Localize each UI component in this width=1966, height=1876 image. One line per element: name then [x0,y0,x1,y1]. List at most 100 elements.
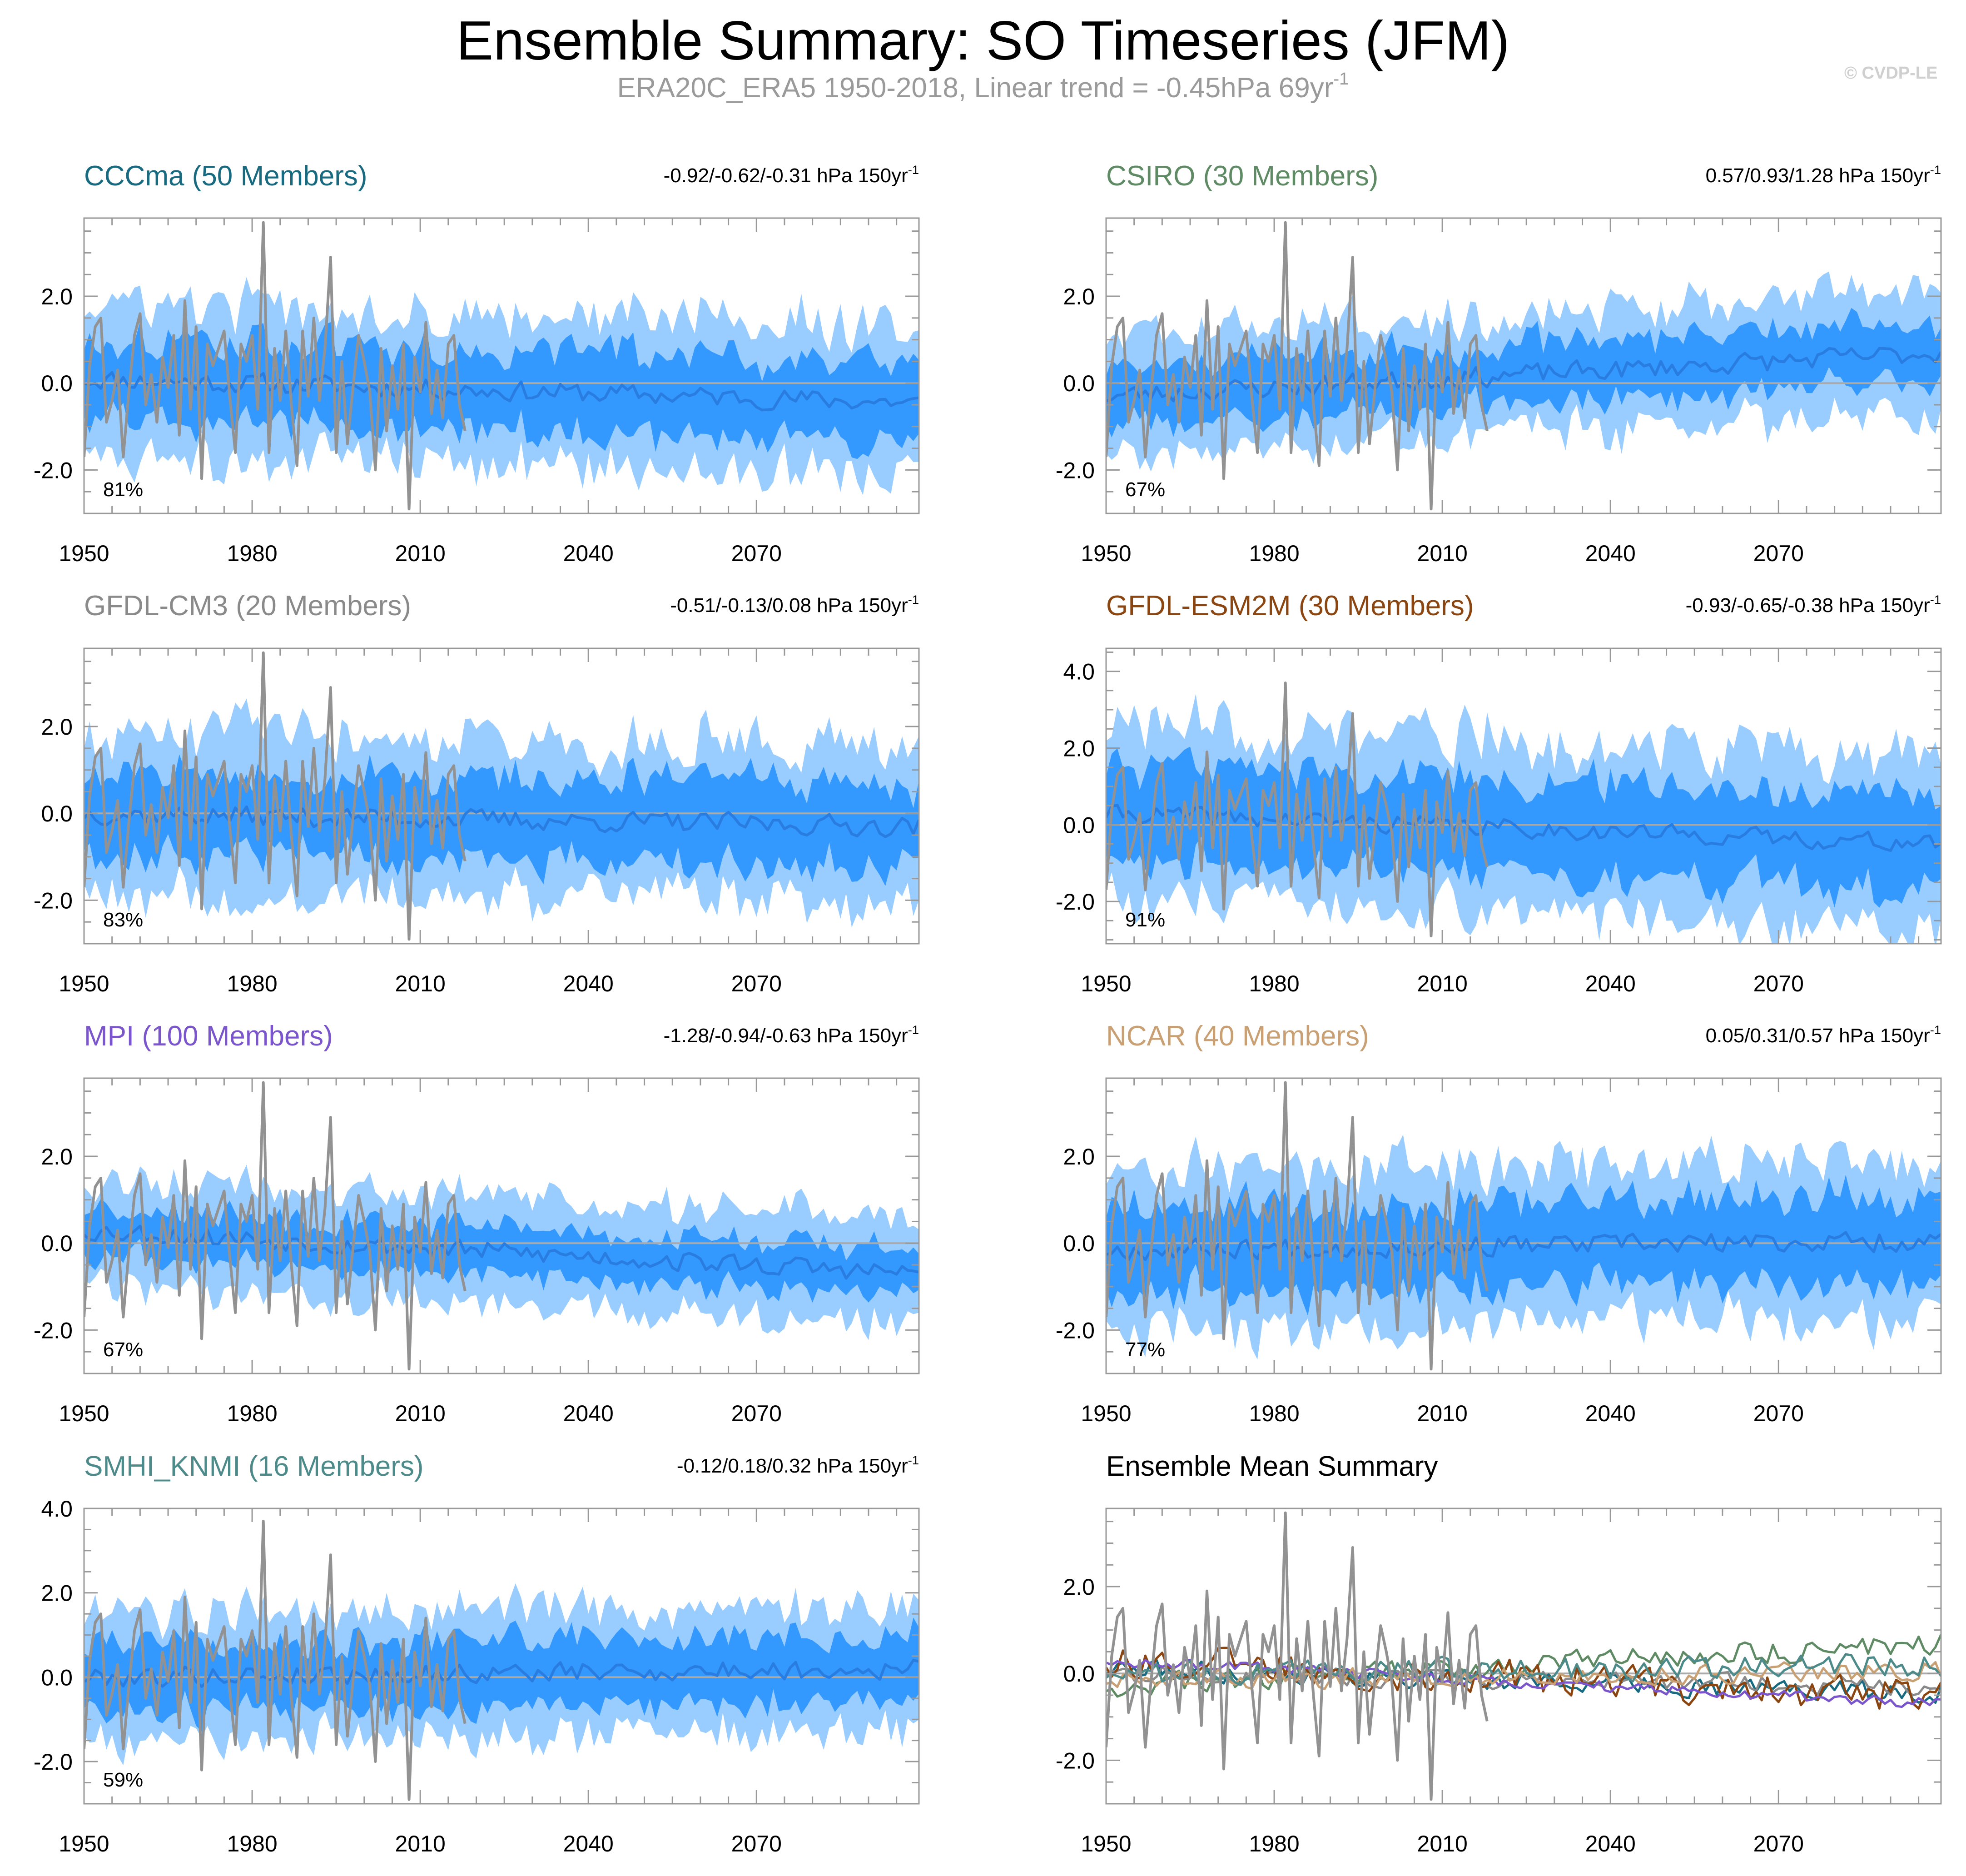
panel-trend-cccma: -0.92/-0.62/-0.31 hPa 150yr-1 [663,162,919,187]
x-tick-label: 1950 [59,971,109,996]
panel-trend-smhi-knmi: -0.12/0.18/0.32 hPa 150yr-1 [676,1453,919,1478]
trend-sup: -1 [908,1022,919,1037]
plot-area [1106,682,1941,944]
x-tick-label: 2040 [563,1831,614,1856]
y-tick-label: 0.0 [1063,812,1095,838]
x-tick-label: 2040 [1585,1401,1636,1426]
y-tick-label: -2.0 [1056,1318,1095,1343]
panel-title-cccma: CCCma (50 Members) [84,160,367,192]
x-tick-label: 1980 [227,541,277,566]
percent-annotation: 83% [103,909,143,931]
trend-text: -1.28/-0.94/-0.63 hPa 150yr [663,1025,908,1047]
x-tick-label: 1980 [1249,1401,1299,1426]
percent-annotation: 81% [103,478,143,501]
y-tick-label: 0.0 [1063,1231,1095,1256]
plot-area [84,1519,919,1801]
trend-text: -0.12/0.18/0.32 hPa 150yr [676,1455,908,1477]
panel-title-ncar: NCAR (40 Members) [1106,1020,1369,1052]
x-tick-label: 2070 [731,971,782,996]
y-tick-label: 2.0 [1063,284,1095,309]
observations-line [1106,1511,1489,1801]
y-tick-label: 4.0 [41,1496,73,1522]
ensemble-mean-series-smhi-knmi [1106,1653,1941,1686]
ensemble-mean-series-ncar [1106,1661,1941,1690]
y-tick-label: 2.0 [41,1144,73,1169]
chart-panel-2: 2.0 0.0 -2.0 1950 1980 2010 2040 2070 83% [34,647,920,996]
y-tick-label: 4.0 [1063,659,1095,685]
x-tick-label: 2040 [563,971,614,996]
x-tick-label: 2070 [731,1831,782,1856]
observations-line [84,221,467,511]
chart-panel-7: 2.0 0.0 -2.0 1950 1980 2010 2040 2070 [1056,1508,1942,1856]
x-tick-label: 2040 [1585,971,1636,996]
panel-title-mpi: MPI (100 Members) [84,1020,333,1052]
plot-area [1106,1511,1941,1801]
x-tick-label: 1980 [1249,541,1299,566]
plot-area [84,1081,919,1371]
percent-annotation: 67% [103,1339,143,1361]
trend-sup: -1 [908,162,919,177]
x-tick-label: 1950 [1081,971,1131,996]
observations-line [84,1519,467,1801]
chart-panel-1: 2.0 0.0 -2.0 1950 1980 2010 2040 2070 67% [1056,217,1942,566]
y-tick-label: 2.0 [41,1581,73,1606]
plot-frame [1105,217,1942,514]
x-tick-label: 1980 [227,1831,277,1856]
y-tick-label: -2.0 [34,1749,73,1775]
chart-panel-5: 2.0 0.0 -2.0 1950 1980 2010 2040 2070 77% [1056,1077,1942,1426]
plot-frame [83,217,920,514]
observations-line [84,1081,467,1371]
credit-watermark: © CVDP-LE [1844,64,1938,83]
trend-sup: -1 [908,1453,919,1467]
x-tick-label: 2070 [731,541,782,566]
ensemble-mean-line [1106,1231,1941,1261]
trend-sup: -1 [1930,1022,1941,1037]
x-tick-label: 2010 [395,971,446,996]
chart-panel-3: 4.0 2.0 0.0 -2.0 1950 1980 2010 2040 2070 91% [1056,647,1942,996]
x-tick-label: 2070 [731,1401,782,1426]
panel-trend-gfdl-esm2m: -0.93/-0.65/-0.38 hPa 150yr-1 [1685,592,1941,617]
panel-title-smhi-knmi: SMHI_KNMI (16 Members) [84,1451,424,1482]
observations-line [1106,682,1489,938]
ensemble-interquartile-band [1106,308,1941,438]
y-tick-label: 0.0 [41,801,73,826]
ensemble-mean-line [84,1224,919,1280]
plot-frame [83,1077,920,1374]
x-tick-label: 2010 [395,1831,446,1856]
y-tick-label: 0.0 [1063,371,1095,396]
y-tick-label: -2.0 [34,1318,73,1343]
ensemble-mean-series-gfdl-cm3 [1106,1666,1941,1697]
y-tick-label: 2.0 [41,284,73,309]
y-tick-label: 2.0 [1063,736,1095,761]
trend-text: -0.93/-0.65/-0.38 hPa 150yr [1685,594,1930,617]
chart-panel-4: 2.0 0.0 -2.0 1950 1980 2010 2040 2070 67% [34,1077,920,1426]
trend-text: 0.57/0.93/1.28 hPa 150yr [1705,164,1930,187]
x-tick-label: 2040 [563,1401,614,1426]
plot-area [1106,221,1941,511]
observations-line [1106,1081,1489,1371]
ensemble-mean-line [84,371,919,412]
trend-sup: -1 [908,592,919,607]
y-tick-label: 0.0 [1063,1661,1095,1687]
plot-frame [1105,647,1942,945]
x-tick-label: 2040 [1585,541,1636,566]
y-tick-label: 2.0 [1063,1574,1095,1600]
ensemble-interquartile-band [84,1199,919,1303]
x-tick-label: 2010 [395,1401,446,1426]
trend-text: -0.51/-0.13/0.08 hPa 150yr [670,594,908,617]
figure-title: Ensemble Summary: SO Timeseries (JFM) [456,10,1510,71]
x-tick-label: 2070 [1753,971,1804,996]
plot-frame [1105,1077,1942,1374]
plot-area [84,221,919,511]
plot-frame [83,647,920,945]
x-tick-label: 1950 [59,1401,109,1426]
trend-text: -0.92/-0.62/-0.31 hPa 150yr [663,164,908,187]
trend-sup: -1 [1930,592,1941,607]
panel-trend-mpi: -1.28/-0.94/-0.63 hPa 150yr-1 [663,1022,919,1047]
x-tick-label: 2070 [1753,1831,1804,1856]
panel-trend-csiro: 0.57/0.93/1.28 hPa 150yr-1 [1705,163,1941,187]
y-tick-label: -2.0 [34,888,73,913]
y-tick-label: 0.0 [41,1231,73,1256]
observations-line [1106,221,1489,511]
